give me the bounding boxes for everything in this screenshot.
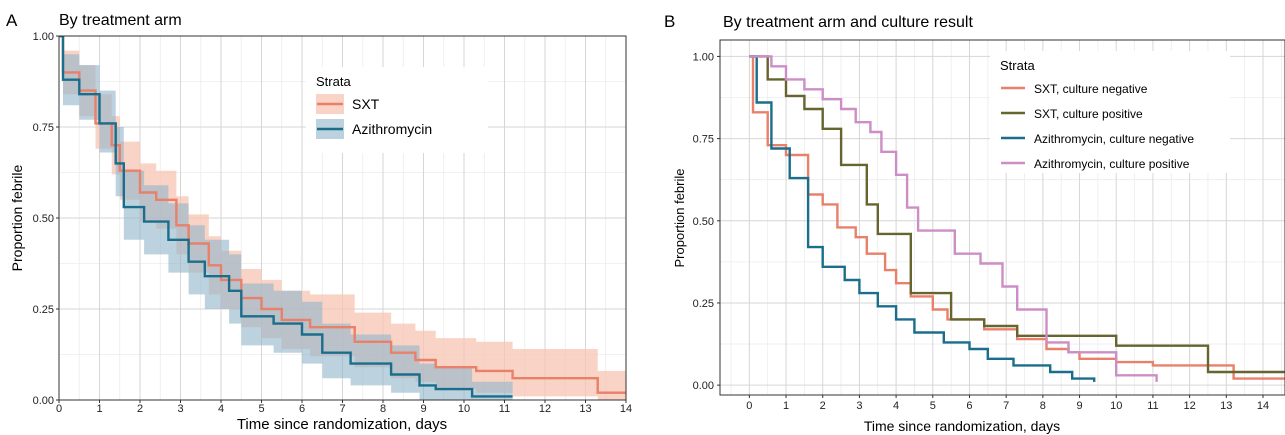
x-tick-label: 9 [1076, 400, 1082, 412]
x-tick-label: 6 [966, 400, 972, 412]
legend: Strata SXT, culture negative SXT, culture … [990, 51, 1230, 173]
x-tick-label: 11 [499, 403, 510, 415]
series-line-sxt [59, 36, 626, 394]
plot-area [749, 55, 1285, 382]
x-tick-label: 4 [218, 403, 224, 415]
x-tick-label: 0 [746, 400, 752, 412]
x-tick-label: 3 [177, 403, 183, 415]
x-tick-label: 1 [783, 400, 789, 412]
x-tick-label: 2 [820, 400, 826, 412]
panel-title: By treatment arm [59, 12, 182, 29]
legend-entry-label: SXT [352, 96, 380, 112]
legend-entry-label: Azithromycin [352, 121, 432, 137]
y-tick-label: 0.00 [33, 395, 54, 407]
x-tick-label: 3 [856, 400, 862, 412]
series-line-sxt-culture-positive [749, 55, 1285, 374]
y-tick-label: 1.00 [693, 51, 714, 63]
x-tick-label: 13 [1220, 400, 1232, 412]
x-tick-label: 10 [1110, 400, 1122, 412]
x-tick-label: 10 [458, 403, 470, 415]
panel-letter: B [664, 12, 675, 31]
series-line-azithromycin-culture-negative [749, 55, 1096, 382]
x-tick-label: 5 [930, 400, 936, 412]
confidence-band-azithromycin [59, 36, 513, 400]
legend-background [990, 51, 1230, 173]
series-line-azithromycin [59, 36, 513, 398]
x-tick-label: 5 [258, 403, 264, 415]
x-tick-label: 13 [579, 403, 591, 415]
x-tick-label: 6 [299, 403, 305, 415]
x-axis-label: Time since randomization, days [237, 416, 447, 433]
x-tick-label: 12 [1183, 400, 1195, 412]
legend-title: Strata [1000, 58, 1035, 73]
x-tick-label: 1 [96, 403, 102, 415]
x-tick-label: 8 [1040, 400, 1046, 412]
legend-entry-label: Azithromycin, culture negative [1034, 132, 1194, 146]
legend-entry-label: Azithromycin, culture positive [1034, 157, 1190, 171]
x-tick-label: 12 [539, 403, 551, 415]
plot-area [59, 36, 626, 400]
panel-title: By treatment arm and culture result [723, 14, 973, 31]
y-axis-label: Proportion febrile [672, 169, 687, 268]
y-tick-label: 0.25 [33, 304, 54, 316]
y-tick-label: 0.50 [693, 216, 714, 228]
legend-entry-label: SXT, culture positive [1034, 107, 1143, 121]
y-tick-label: 0.50 [33, 213, 54, 225]
x-tick-label: 14 [620, 403, 632, 415]
legend-entry-label: SXT, culture negative [1034, 82, 1148, 96]
plot-frame [719, 39, 1285, 396]
y-tick-label: 0.75 [693, 134, 714, 146]
x-tick-label: 9 [420, 403, 426, 415]
x-tick-label: 7 [1003, 400, 1009, 412]
y-tick-label: 0.75 [33, 122, 54, 134]
x-tick-label: 2 [137, 403, 143, 415]
x-axis-label: Time since randomization, days [864, 418, 1060, 434]
y-tick-label: 1.00 [33, 31, 54, 43]
x-tick-label: 8 [380, 403, 386, 415]
x-tick-label: 4 [893, 400, 899, 412]
panel-letter: A [6, 11, 18, 30]
x-tick-label: 0 [56, 403, 62, 415]
legend-title: Strata [316, 74, 351, 89]
y-tick-label: 0.25 [693, 298, 714, 310]
x-tick-label: 14 [1257, 400, 1269, 412]
y-tick-label: 0.00 [693, 380, 714, 392]
series-line-azithromycin-culture-positive [749, 55, 1158, 382]
y-axis-label: Proportion febrile [9, 164, 25, 271]
x-tick-label: 7 [339, 403, 345, 415]
x-tick-label: 11 [1147, 400, 1158, 412]
